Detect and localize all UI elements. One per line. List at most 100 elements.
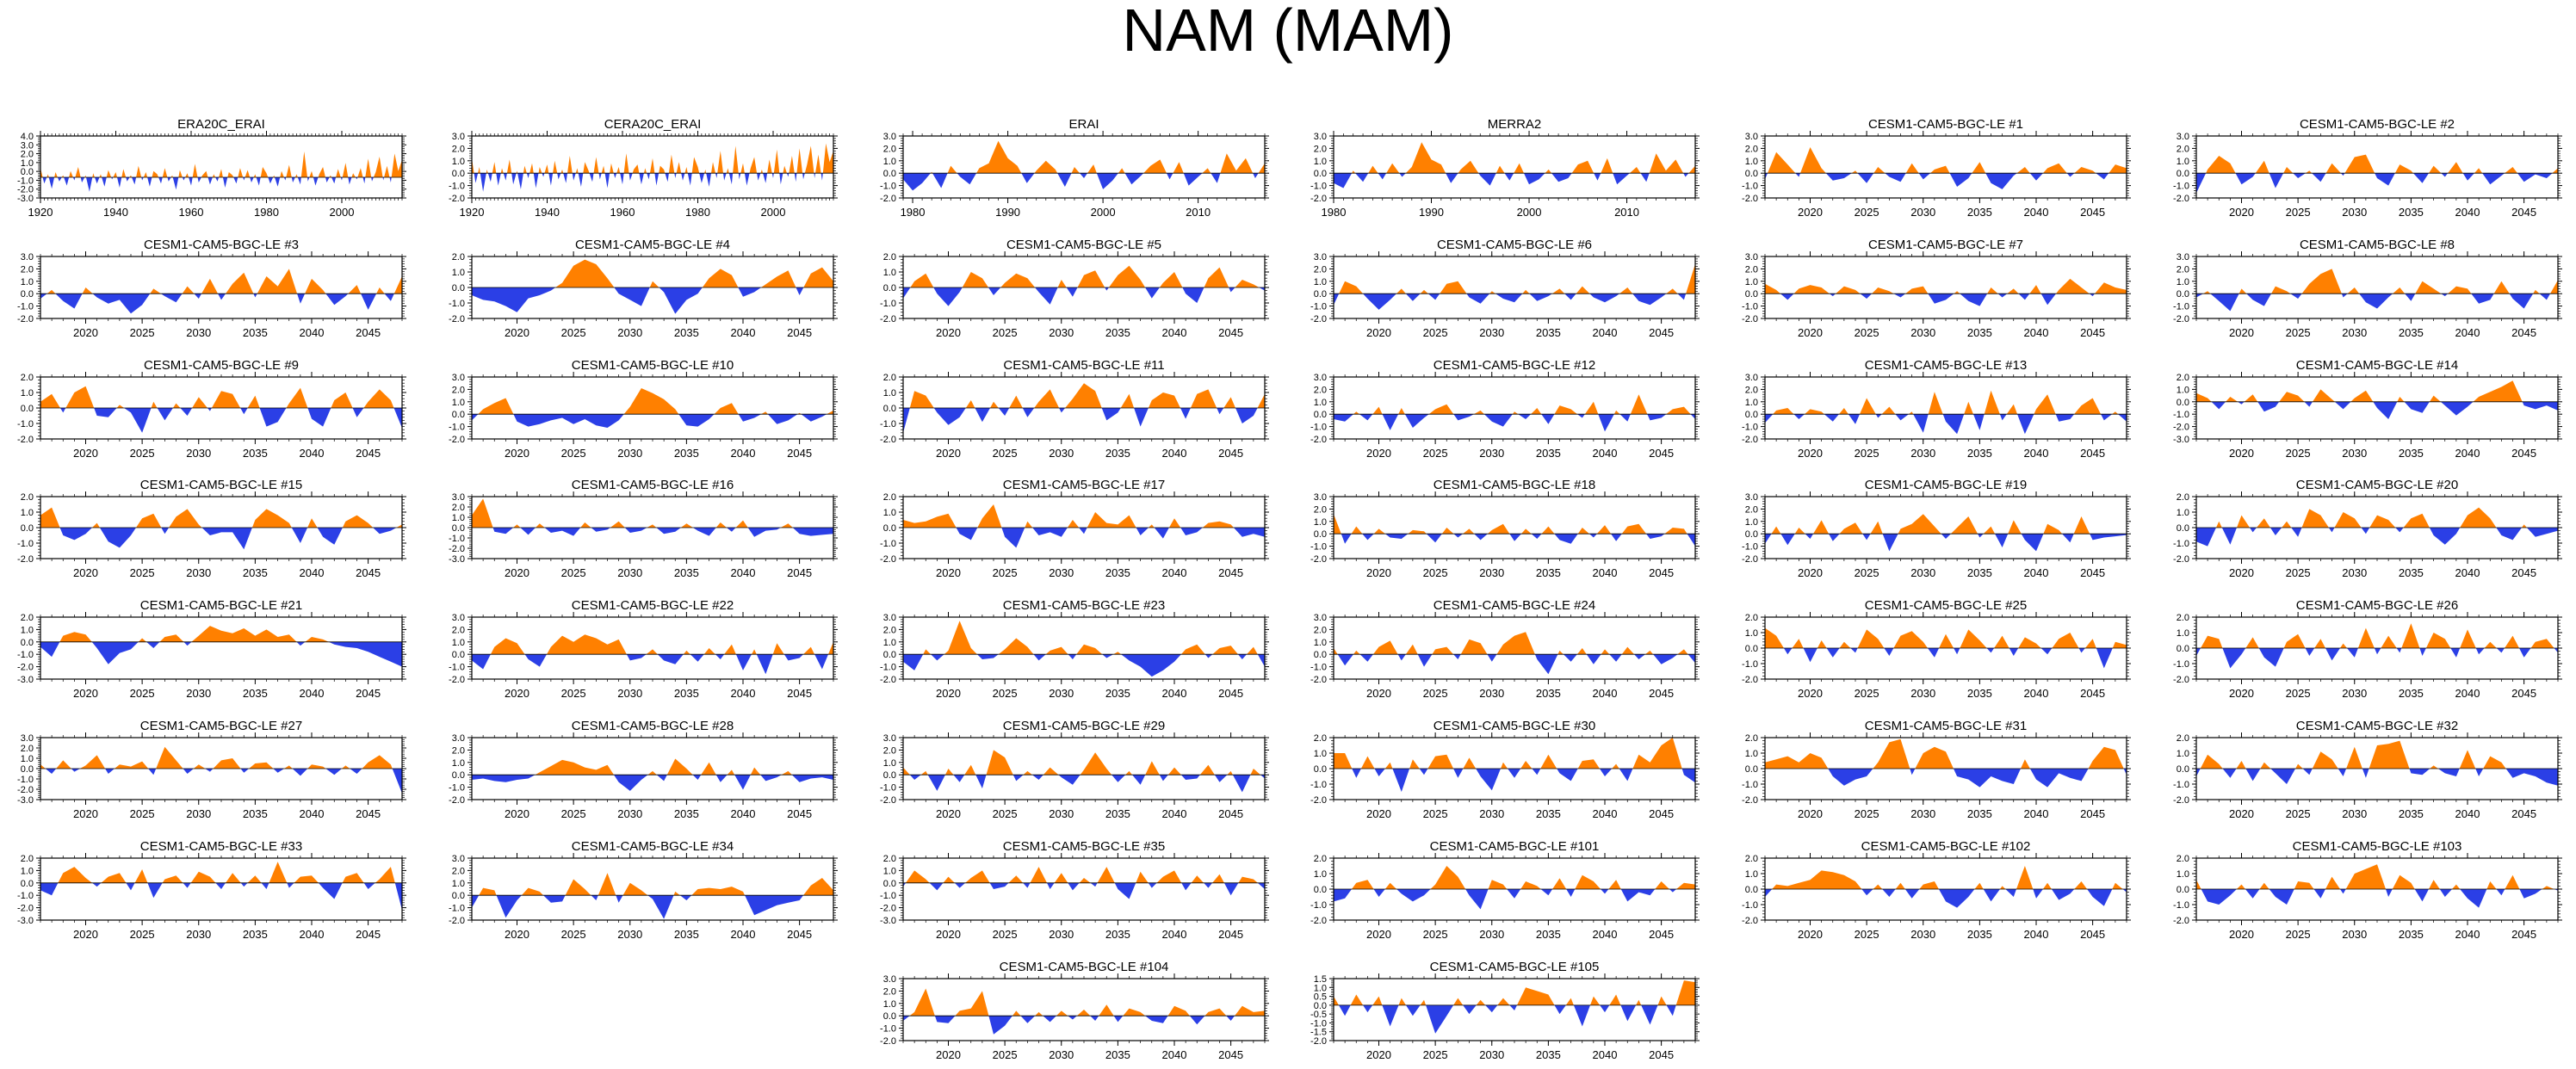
x-tick-label: 2025 (561, 687, 586, 700)
x-tick-label: 2040 (2455, 447, 2480, 460)
positive-area (46, 269, 402, 294)
y-tick-label: -2.0 (449, 194, 465, 204)
panel-29: CESM1-CAM5-BGC-LE #25 2.0 1.0 0.0 -1.0 -2.0 20… (1742, 598, 2131, 700)
x-tick-label: 2035 (674, 447, 699, 460)
x-tick-label: 2030 (186, 326, 211, 339)
x-tick-label: 2030 (617, 807, 642, 820)
y-tick-label: -2.0 (1742, 554, 1758, 565)
panel-title: CESM1-CAM5-BGC-LE #20 (2296, 478, 2458, 492)
panel-19: CESM1-CAM5-BGC-LE #15 2.0 1.0 0.0 -1.0 -2.0 20… (17, 478, 406, 579)
y-tick-label: 0.0 (1745, 529, 1758, 540)
negative-area (474, 173, 823, 192)
panel-7: CESM1-CAM5-BGC-LE #3 3.02.0 1.0 0.0 -1.0 -2.0… (17, 238, 406, 339)
x-tick-label: 2035 (2399, 447, 2424, 460)
x-tick-label: 2030 (1479, 447, 1504, 460)
x-tick-label: 2040 (300, 447, 325, 460)
y-tick-label: -1.0 (449, 182, 465, 192)
x-tick-label: 2035 (1105, 687, 1130, 700)
panel-title: CESM1-CAM5-BGC-LE #12 (1434, 358, 1595, 373)
x-tick-label: 2035 (1967, 206, 1992, 219)
negative-area (1334, 414, 1695, 432)
y-tick-label: 3.0 (1314, 132, 1327, 142)
panel-16: CESM1-CAM5-BGC-LE #12 3.0 2.0 1.0 0.0 -1.0 -2.… (1310, 358, 1700, 460)
panel-title: CESM1-CAM5-BGC-LE #22 (572, 598, 734, 613)
x-tick-label: 2045 (1218, 687, 1243, 700)
y-tick-label: -3.0 (17, 795, 34, 806)
y-tick-label: -3.0 (2173, 435, 2189, 445)
x-tick-label: 2040 (2024, 447, 2049, 460)
positive-area (1334, 514, 1687, 534)
x-tick-label: 2025 (130, 807, 155, 820)
positive-area (472, 143, 833, 174)
x-tick-label: 2045 (1218, 566, 1243, 579)
negative-area (472, 414, 827, 428)
plot-frame (902, 135, 1266, 199)
y-tick-label: 2.0 (1314, 264, 1327, 275)
x-tick-label: 2020 (1366, 566, 1391, 579)
y-tick-label: -2.0 (880, 554, 896, 565)
x-tick-label: 2025 (561, 566, 586, 579)
x-tick-label: 2025 (2286, 326, 2311, 339)
y-tick-label: 0.0 (21, 167, 34, 177)
negative-area (1334, 294, 1687, 310)
negative-area (1765, 414, 2127, 435)
y-tick-label: 3.0 (1314, 492, 1327, 503)
panel-title: CESM1-CAM5-BGC-LE #17 (1003, 478, 1165, 492)
y-tick-label: -1.0 (1742, 423, 1758, 433)
x-tick-label: 2035 (1967, 566, 1992, 579)
y-tick-label: 1.0 (883, 508, 896, 518)
x-tick-label: 2025 (561, 447, 586, 460)
y-tick-label: -1.0 (17, 539, 34, 549)
x-tick-label: 2020 (505, 326, 529, 339)
x-tick-label: 2045 (2511, 206, 2536, 219)
negative-area (1765, 534, 2127, 552)
x-tick-label: 2030 (186, 807, 211, 820)
x-tick-label: 2025 (2286, 206, 2311, 219)
y-tick-label: 1.0 (1745, 157, 1758, 167)
y-tick-label: -2.0 (1742, 435, 1758, 445)
panel-33: CESM1-CAM5-BGC-LE #29 3.02.0 1.00.0 -1.0-2.… (880, 719, 1269, 820)
x-tick-label: 2040 (300, 566, 325, 579)
x-tick-label: 2025 (130, 687, 155, 700)
panel-12: CESM1-CAM5-BGC-LE #8 3.02.0 1.0 0.0 -1.0 -2.0… (2173, 238, 2562, 339)
y-tick-label: -1.0 (2173, 182, 2189, 192)
x-tick-label: 2020 (73, 807, 98, 820)
y-tick-label: 1.0 (1745, 628, 1758, 639)
positive-area (930, 140, 1265, 174)
x-tick-label: 2020 (2229, 566, 2254, 579)
y-tick-label: 2.0 (21, 150, 34, 160)
panel-title: MERRA2 (1488, 117, 1542, 132)
x-tick-label: 2040 (1162, 687, 1187, 700)
x-tick-label: 2040 (2024, 206, 2049, 219)
positive-area (2216, 507, 2527, 528)
x-tick-label: 2020 (936, 326, 961, 339)
panel-3: ERAI 3.0 2.0 1.0 0.0 -1.0 -2.0 1980 1990 2000 2010 (880, 117, 1269, 219)
y-tick-label: -2.0 (17, 314, 34, 324)
x-tick-label: 2025 (1855, 566, 1879, 579)
x-tick-label: 2045 (787, 687, 812, 700)
panel-24: CESM1-CAM5-BGC-LE #20 2.0 1.0 0.0 -1.0 -2.0 20… (2173, 478, 2562, 579)
x-tick-label: 2020 (2229, 326, 2254, 339)
y-tick-label: 1.0 (21, 508, 34, 518)
y-tick-label: 0.0 (452, 283, 465, 294)
y-tick-label: -2.0 (449, 314, 465, 324)
x-tick-label: 2045 (1218, 447, 1243, 460)
negative-area (903, 287, 1265, 306)
y-tick-label: 1.0 (21, 625, 34, 635)
y-tick-label: 3.0 (1745, 132, 1758, 142)
x-tick-label: 2025 (1423, 326, 1448, 339)
y-tick-label: 0.0 (21, 289, 34, 300)
y-tick-label: 1.0 (21, 754, 34, 764)
x-tick-label: 2045 (787, 807, 812, 820)
positive-area (555, 259, 833, 287)
y-tick-label: 3.0 (2177, 252, 2189, 263)
x-tick-label: 2035 (2399, 206, 2424, 219)
x-tick-label: 2030 (186, 447, 211, 460)
y-tick-label: -1.0 (1310, 423, 1327, 433)
y-tick-label: 1.0 (1314, 398, 1327, 408)
x-tick-label: 2030 (1049, 447, 1074, 460)
x-tick-label: 2020 (1366, 326, 1391, 339)
negative-area (42, 177, 392, 192)
y-tick-label: 0.0 (1745, 644, 1758, 654)
y-tick-label: 1.0 (883, 388, 896, 399)
